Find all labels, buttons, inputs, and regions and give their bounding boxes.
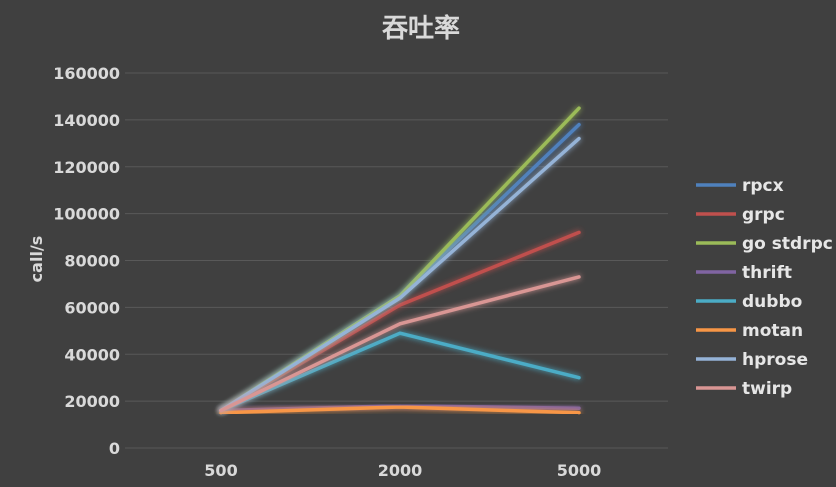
x-axis-ticks: 500 2000 5000 [204,461,601,480]
data-point-hprose [398,296,402,300]
series-line-dubbo [219,331,581,413]
series-line-hprose [219,136,581,413]
legend-item-dubbo: dubbo [696,292,802,312]
y-axis-ticks: 0 20000 40000 60000 80000 100000 120000 140000 1… [53,64,120,458]
data-point-twirp [398,322,402,326]
series-lines [219,106,581,415]
data-point-motan [219,411,223,415]
legend-label: grpc [742,205,785,225]
data-point-dubbo [398,331,402,335]
y-tick-label: 20000 [64,392,120,411]
legend-label: go stdrpc [742,234,833,254]
y-tick-label: 0 [109,439,120,458]
y-tick-label: 100000 [53,205,120,224]
legend-item-grpc: grpc [696,205,785,225]
y-axis-title: call/s [27,236,46,283]
legend: rpcx grpc go stdrpc thrift dubbo motan hprose t… [696,176,833,399]
y-tick-label: 140000 [53,111,120,130]
x-tick-label: 2000 [378,461,423,480]
data-point-twirp [219,409,223,412]
data-point-motan [577,411,581,415]
legend-label: rpcx [742,176,784,196]
legend-label: motan [742,321,803,341]
legend-item-motan: motan [696,321,803,341]
legend-label: hprose [742,350,808,370]
y-tick-label: 40000 [64,345,120,364]
data-point-go-stdrpc [577,106,581,110]
gridlines [125,72,668,449]
data-point-grpc [577,230,581,234]
data-point-dubbo [577,376,581,380]
legend-label: twirp [742,379,792,399]
legend-item-thrift: thrift [696,263,792,283]
data-point-motan [398,405,402,409]
legend-item-rpcx: rpcx [696,176,784,196]
legend-label: dubbo [742,292,802,312]
y-tick-label: 120000 [53,158,120,177]
legend-label: thrift [742,263,792,283]
data-point-hprose [577,137,581,141]
y-tick-label: 80000 [64,252,120,271]
data-point-twirp [577,275,581,279]
legend-item-twirp: twirp [696,379,792,399]
y-tick-label: 60000 [64,298,120,317]
legend-item-hprose: hprose [696,350,808,370]
legend-item-go-stdrpc: go stdrpc [696,234,833,254]
data-point-rpcx [577,123,581,127]
x-tick-label: 5000 [557,461,602,480]
chart-title: 吞吐率 [382,13,460,44]
x-tick-label: 500 [204,461,237,480]
y-tick-label: 160000 [53,64,120,83]
data-point-thrift [577,406,581,410]
series-line-rpcx [219,122,581,413]
data-point-grpc [398,303,402,307]
